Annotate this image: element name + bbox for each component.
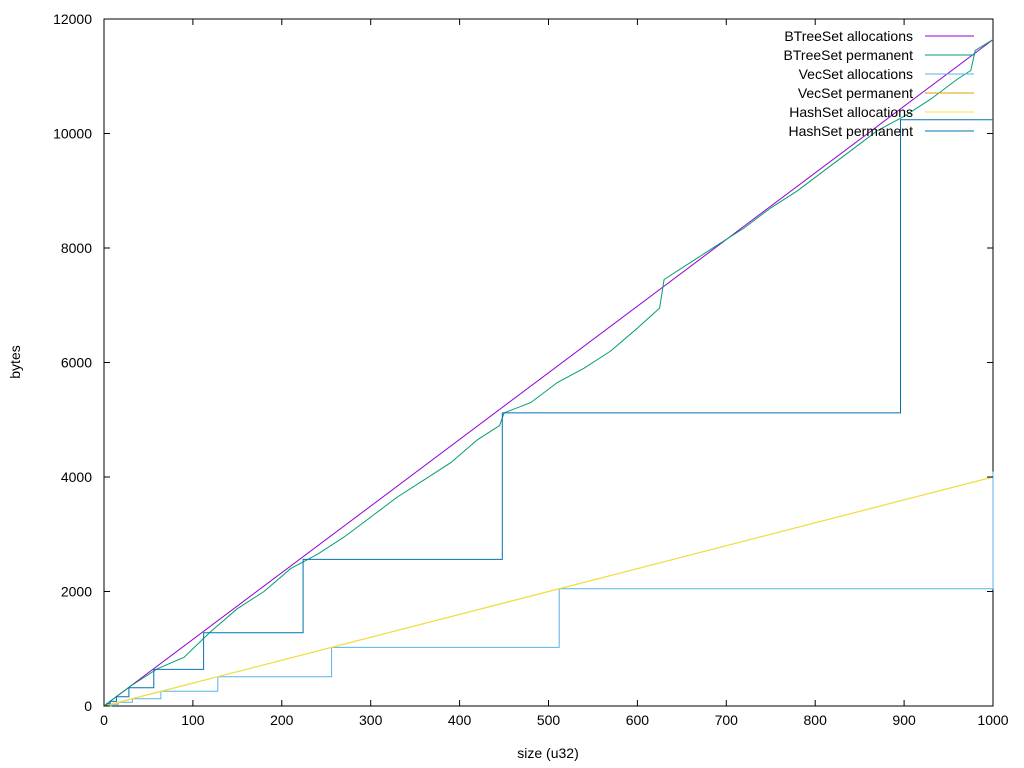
series-line — [103, 39, 994, 707]
y-tick-label: 0 — [84, 698, 92, 714]
legend-label: VecSet permanent — [798, 85, 913, 101]
y-tick-label: 2000 — [61, 584, 92, 600]
legend-label: HashSet permanent — [788, 123, 913, 139]
x-axis-label: size (u32) — [517, 745, 578, 761]
y-axis-label: bytes — [7, 345, 23, 378]
y-tick-label: 6000 — [61, 355, 92, 371]
series-line — [104, 119, 993, 707]
x-tick-label: 1000 — [977, 712, 1008, 728]
x-tick-label: 900 — [892, 712, 916, 728]
y-tick-label: 8000 — [61, 240, 92, 256]
x-tick-label: 200 — [270, 712, 294, 728]
x-tick-label: 0 — [100, 712, 108, 728]
x-tick-label: 600 — [626, 712, 650, 728]
x-tick-label: 100 — [181, 712, 205, 728]
y-tick-label: 10000 — [53, 126, 92, 142]
series-line — [103, 476, 994, 707]
y-tick-label: 12000 — [53, 11, 92, 27]
series-layer — [103, 39, 994, 707]
tick-layer: 0 100 200 300 400 500 600 700 800 900 100002000400… — [53, 11, 1009, 728]
x-tick-label: 500 — [537, 712, 561, 728]
legend-label: VecSet allocations — [799, 66, 913, 82]
x-tick-label: 300 — [359, 712, 383, 728]
y-tick-label: 4000 — [61, 469, 92, 485]
legend: BTreeSet allocations BTreeSet permanent Ve… — [784, 28, 974, 139]
legend-label: BTreeSet allocations — [784, 28, 913, 44]
series-line — [104, 471, 994, 707]
legend-label: HashSet allocations — [789, 104, 913, 120]
x-tick-label: 400 — [448, 712, 472, 728]
x-tick-label: 800 — [804, 712, 828, 728]
legend-label: BTreeSet permanent — [784, 47, 914, 63]
x-tick-label: 700 — [715, 712, 739, 728]
series-line — [103, 39, 994, 707]
